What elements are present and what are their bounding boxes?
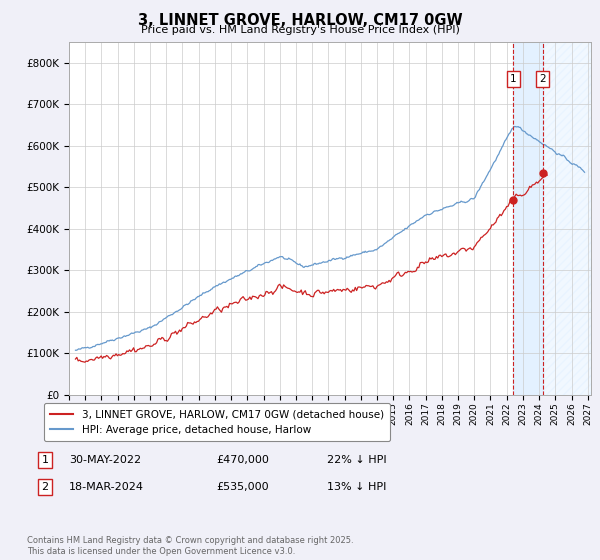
Text: 2: 2 xyxy=(41,482,49,492)
Text: 1: 1 xyxy=(41,455,49,465)
Text: 2: 2 xyxy=(539,74,546,85)
Text: Price paid vs. HM Land Registry's House Price Index (HPI): Price paid vs. HM Land Registry's House … xyxy=(140,25,460,35)
Text: £535,000: £535,000 xyxy=(216,482,269,492)
Text: 18-MAR-2024: 18-MAR-2024 xyxy=(69,482,144,492)
Text: £470,000: £470,000 xyxy=(216,455,269,465)
Legend: 3, LINNET GROVE, HARLOW, CM17 0GW (detached house), HPI: Average price, detached: 3, LINNET GROVE, HARLOW, CM17 0GW (detac… xyxy=(44,403,390,441)
Text: 30-MAY-2022: 30-MAY-2022 xyxy=(69,455,141,465)
Text: 22% ↓ HPI: 22% ↓ HPI xyxy=(327,455,386,465)
Bar xyxy=(514,42,542,395)
Bar xyxy=(542,42,591,395)
Text: 1: 1 xyxy=(510,74,517,85)
Text: 3, LINNET GROVE, HARLOW, CM17 0GW: 3, LINNET GROVE, HARLOW, CM17 0GW xyxy=(137,13,463,29)
Text: Contains HM Land Registry data © Crown copyright and database right 2025.
This d: Contains HM Land Registry data © Crown c… xyxy=(27,536,353,556)
Text: 13% ↓ HPI: 13% ↓ HPI xyxy=(327,482,386,492)
